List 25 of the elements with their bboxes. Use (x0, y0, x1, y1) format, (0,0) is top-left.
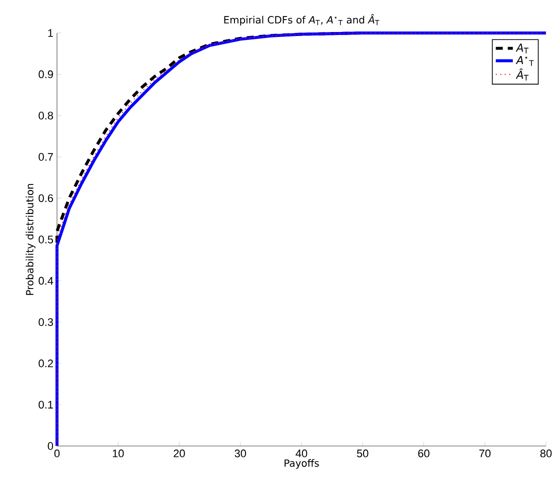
y-tick-label: 0.5 (38, 236, 54, 244)
y-tick-label: 0.3 (38, 318, 53, 326)
y-tick-label: 0.7 (38, 153, 53, 161)
chart-title: Empirial CDFs of A$_{T}$, A$^{⋆}$$_{T}$ and Â$_{T}$ (224, 14, 380, 26)
x-tick-label: 10 (112, 450, 124, 458)
y-tick-label: 0.6 (38, 194, 53, 202)
legend-label: A$_{T}$ (516, 44, 529, 54)
y-tick-label: 0.9 (38, 70, 53, 78)
y-tick-label: 0.2 (38, 360, 53, 368)
x-tick-label: 40 (296, 450, 308, 458)
y-tick-label: 0.1 (38, 400, 53, 409)
x-tick-label: 50 (356, 450, 368, 458)
y-tick-label: 0 (48, 442, 54, 450)
x-tick-label: 80 (540, 450, 552, 458)
y-tick-label: 1 (48, 29, 53, 37)
x-axis-title: Payoffs (284, 459, 319, 469)
legend-label: Â$_{T}$ (516, 68, 529, 81)
x-tick-label: 20 (174, 450, 185, 458)
y-tick-label: 0.8 (38, 112, 53, 120)
y-axis-title: Probability distribution (26, 184, 36, 295)
x-tick-label: 30 (234, 450, 246, 458)
x-tick-label: 60 (418, 450, 430, 458)
x-tick-label: 0 (54, 450, 60, 458)
y-tick-label: 0.4 (38, 276, 54, 285)
x-tick-label: 70 (479, 450, 491, 458)
